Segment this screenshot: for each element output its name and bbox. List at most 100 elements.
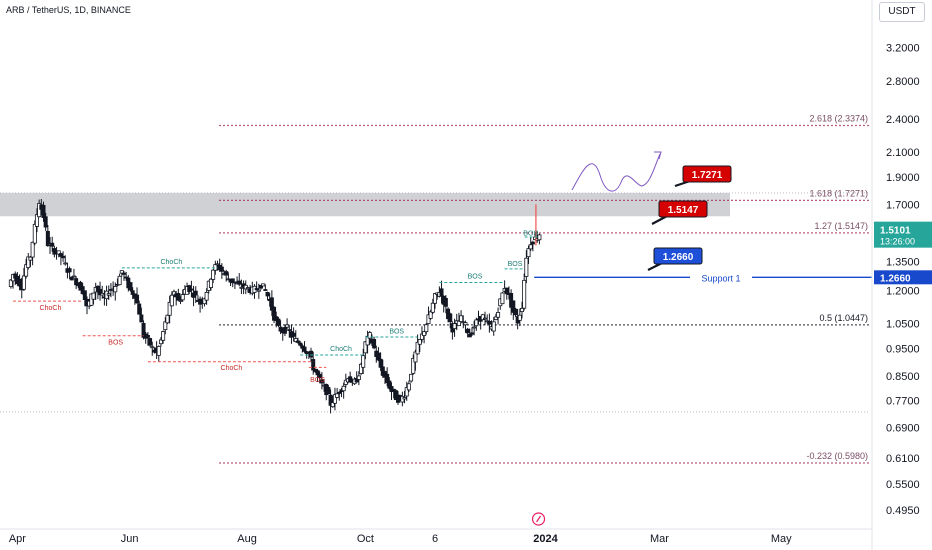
candle-body <box>487 320 492 325</box>
y-tick-label: 0.5500 <box>886 479 920 491</box>
candle-body <box>215 263 220 266</box>
x-tick-label: Oct <box>357 533 374 545</box>
projection-arrowhead <box>654 151 662 160</box>
structure-label: BOS <box>508 261 523 268</box>
structure-label: BOS <box>310 377 325 384</box>
candle-body <box>474 319 479 327</box>
candle-body <box>528 244 533 250</box>
candle-body <box>348 376 353 383</box>
candle-body <box>287 329 292 331</box>
candle-body <box>537 234 542 241</box>
candle-body <box>124 276 129 279</box>
candle-body <box>354 377 359 383</box>
fib-level-label: 0.5 (1.0447) <box>819 313 868 323</box>
candle-body <box>419 333 424 340</box>
current-price-value: 1.5101 <box>880 226 911 237</box>
candle-body <box>317 373 322 379</box>
candle-body <box>469 332 474 335</box>
candle-body <box>137 303 142 315</box>
structure-label: BOS <box>389 328 404 335</box>
countdown-timer: 13:26:00 <box>880 237 915 247</box>
candle-body <box>530 241 535 245</box>
candle-body <box>496 312 501 318</box>
candle-body <box>504 287 509 295</box>
callout-text: 1.2660 <box>663 252 694 263</box>
x-tick-label: Jun <box>121 533 139 545</box>
y-tick-label: 1.3500 <box>886 256 920 268</box>
candle-body <box>202 298 207 305</box>
candle-body <box>17 278 22 287</box>
y-tick-label: 0.8500 <box>886 371 920 383</box>
candle-body <box>256 289 261 292</box>
candle-body <box>148 338 153 346</box>
candle-body <box>113 286 118 293</box>
resistance-zone-box <box>0 192 730 217</box>
currency-selector[interactable]: USDT <box>879 2 925 22</box>
y-tick-label: 1.7000 <box>886 199 920 211</box>
candle-body <box>263 289 268 291</box>
candle-body <box>180 294 185 301</box>
candle-body <box>343 379 348 385</box>
candle-body <box>356 375 361 380</box>
candle-body <box>511 300 516 313</box>
resistance-zone <box>0 192 730 217</box>
y-tick-label: 1.0500 <box>886 319 920 331</box>
candle-body <box>372 338 377 349</box>
candle-body <box>467 334 472 338</box>
candle-body <box>100 292 105 296</box>
fib-level-label: 1.618 (1.7271) <box>809 188 868 198</box>
candle-body <box>391 388 396 392</box>
candle-body <box>61 255 66 259</box>
candle-body <box>158 339 163 345</box>
time-axis[interactable]: Apr Jun Aug Oct 6 2024 Mar May <box>0 512 872 545</box>
candle-body <box>415 341 420 355</box>
candle-body <box>89 293 94 306</box>
candle-body <box>520 307 525 312</box>
candle-body <box>332 394 337 404</box>
candle-body <box>432 293 437 304</box>
candle-body <box>480 314 485 321</box>
callout-box <box>682 165 732 183</box>
price-axis[interactable]: 3.20002.80002.40002.10001.90001.70001.50… <box>871 0 932 550</box>
candle-body <box>424 324 429 333</box>
candle-body <box>509 293 514 308</box>
candle-body <box>69 276 74 281</box>
candle-body <box>224 271 229 276</box>
y-tick-label: 2.1000 <box>886 147 920 159</box>
event-icon <box>531 512 546 526</box>
candle-body <box>141 322 146 338</box>
candle-body <box>463 322 468 326</box>
candle-body <box>337 391 342 394</box>
price-callouts: 1.7271 1.5147 1.2660 <box>571 151 732 271</box>
candle-body <box>367 332 372 339</box>
candle-body <box>26 256 31 268</box>
candle-body <box>230 278 235 284</box>
fib-level-label: -0.232 (0.5980) <box>806 451 868 461</box>
candle-body <box>472 326 477 329</box>
candle-body <box>187 285 192 292</box>
candle-body <box>161 331 166 341</box>
candle-body <box>500 292 505 305</box>
fib-level-label: 1.27 (1.5147) <box>814 221 868 231</box>
y-tick-label: 0.6100 <box>886 453 920 465</box>
y-tick-label: 3.2000 <box>886 43 920 55</box>
y-tick-label: 2.8000 <box>886 76 920 88</box>
candle-body <box>45 230 50 247</box>
structure-label: ChoCh <box>40 305 62 312</box>
candle-body <box>52 248 57 255</box>
structure-label: BOS <box>108 340 123 347</box>
candle-body <box>95 285 100 292</box>
support-price-value: 1.2660 <box>880 273 911 284</box>
candle-body <box>208 278 213 288</box>
candles <box>8 198 542 414</box>
candle-body <box>291 332 296 337</box>
candle-body <box>522 279 527 309</box>
candle-body <box>156 346 161 356</box>
structure-label: BOS <box>523 230 538 237</box>
structure-label: BOS <box>468 273 483 280</box>
current-price-tag <box>874 221 932 248</box>
callout-text: 1.5147 <box>668 205 699 216</box>
projection-path <box>571 153 661 192</box>
y-tick-label: 0.9500 <box>886 343 920 355</box>
